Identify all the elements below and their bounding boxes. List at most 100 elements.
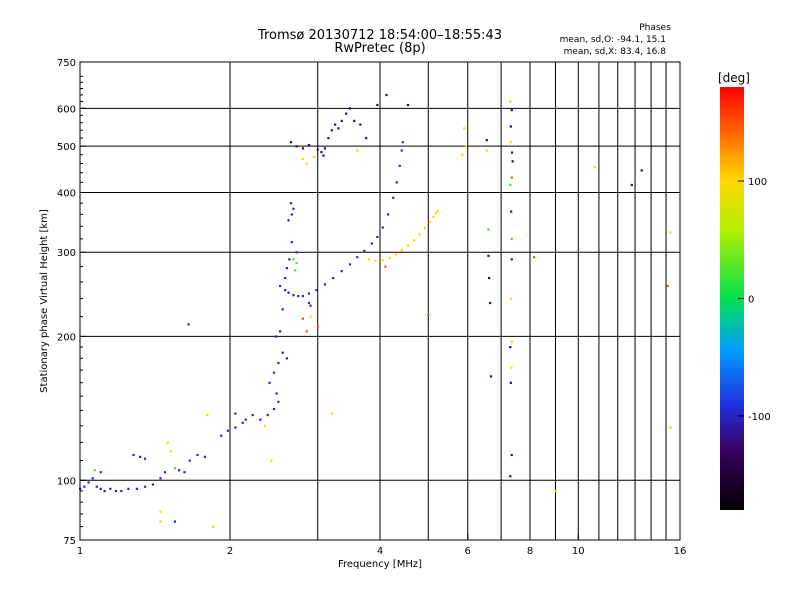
data-point [323, 147, 327, 150]
data-point [316, 148, 319, 151]
data-point [290, 241, 293, 244]
data-point [206, 413, 209, 417]
data-point [99, 487, 102, 490]
data-point [381, 258, 384, 262]
data-point [376, 103, 379, 107]
data-point [297, 294, 300, 298]
data-point [220, 434, 223, 437]
data-point [159, 510, 162, 513]
data-point [270, 459, 273, 462]
data-point [83, 485, 86, 488]
data-point [272, 407, 276, 411]
data-point [348, 107, 352, 110]
data-point [234, 426, 237, 429]
x-tick-label: 8 [527, 546, 533, 557]
data-point [640, 169, 643, 172]
data-point [277, 361, 280, 365]
data-point [287, 291, 290, 294]
data-point [287, 219, 290, 222]
data-point [309, 315, 312, 318]
data-point [203, 455, 206, 458]
x-tick-label: 16 [674, 546, 687, 557]
colorbar-ticks: 100 0 -100 [738, 177, 771, 423]
data-point [279, 330, 282, 333]
data-point [423, 227, 426, 230]
y-axis-label: Stationary phase Virtual Height [km] [39, 209, 50, 393]
data-point [395, 181, 398, 184]
chart-title: Tromsø 20130712 18:54:00–18:55:43 [257, 28, 502, 43]
data-point [485, 139, 488, 142]
x-tick-label: 1 [77, 546, 83, 557]
data-point [127, 487, 130, 490]
data-point [315, 289, 318, 292]
data-point [151, 483, 155, 486]
data-point [427, 313, 430, 316]
data-point [365, 137, 368, 140]
data-point [292, 258, 295, 261]
data-point [370, 242, 373, 245]
data-point [367, 258, 371, 261]
data-point [87, 481, 90, 484]
x-axis-label: Frequency [MHz] [338, 559, 422, 570]
y-axis-ticks: 75 100 200 300 400 500 600 750 [57, 58, 86, 547]
data-point [400, 149, 403, 152]
data-point [340, 270, 343, 273]
data-point [99, 471, 102, 474]
plot-grid [80, 62, 680, 540]
data-point [120, 489, 123, 493]
data-point [489, 375, 493, 378]
data-point [305, 162, 308, 165]
data-point [418, 233, 421, 236]
data-point [464, 145, 468, 148]
data-points [79, 93, 672, 528]
data-point [330, 129, 333, 132]
data-point [109, 487, 112, 490]
data-point [432, 215, 435, 218]
data-point [509, 381, 512, 384]
data-point [510, 210, 513, 213]
data-point [295, 261, 298, 265]
data-point [666, 284, 669, 288]
x-tick-label: 6 [465, 546, 471, 557]
data-point [285, 267, 288, 270]
data-point [386, 213, 390, 216]
data-point [163, 471, 167, 474]
chart-subtitle: RwPretec (8p) [334, 41, 425, 56]
data-point [226, 429, 230, 432]
x-axis-ticks: 1 2 4 6 8 10 16 [77, 534, 687, 557]
data-point [307, 143, 311, 147]
data-point [323, 283, 327, 286]
x-tick-label: 2 [227, 546, 233, 557]
data-point [511, 160, 514, 163]
data-point [183, 471, 186, 474]
data-point [353, 119, 356, 123]
data-point [485, 149, 488, 152]
data-point [288, 258, 291, 261]
data-point [93, 469, 96, 472]
data-point [630, 183, 633, 187]
data-point [509, 100, 512, 103]
data-point [159, 477, 162, 480]
data-point [251, 413, 254, 417]
data-point [295, 145, 298, 148]
data-point [327, 137, 330, 140]
data-point [356, 149, 359, 152]
data-point [187, 323, 190, 326]
data-point [406, 244, 410, 247]
data-point [95, 485, 98, 488]
data-point [196, 453, 199, 457]
data-point [332, 276, 335, 280]
data-point [510, 258, 513, 261]
data-point [301, 158, 305, 161]
data-point [309, 304, 312, 307]
y-tick-label: 400 [57, 188, 76, 199]
data-point [340, 119, 343, 123]
data-point [554, 489, 557, 493]
data-point [398, 164, 401, 167]
data-point [103, 489, 106, 493]
data-point [510, 453, 513, 457]
data-point [356, 256, 359, 259]
data-point [374, 259, 377, 262]
data-point [132, 453, 135, 457]
colorbar-label: [deg] [718, 71, 750, 85]
